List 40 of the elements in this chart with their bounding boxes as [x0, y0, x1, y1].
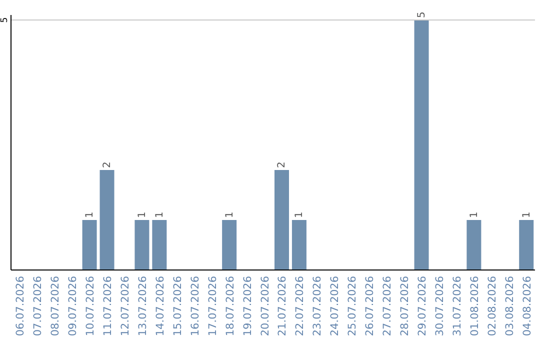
data-label: 1 — [84, 212, 96, 218]
x-tick-label: 03.08.2026 — [504, 276, 516, 336]
x-tick-label: 22.07.2026 — [294, 276, 306, 336]
data-label: 2 — [276, 162, 288, 168]
x-tick-label: 06.07.2026 — [14, 276, 27, 336]
data-label: 1 — [154, 212, 166, 218]
data-label: 1 — [521, 212, 532, 218]
x-tick-label: 26.07.2026 — [364, 276, 376, 336]
data-label: 2 — [102, 162, 114, 168]
x-tick-label: 28.07.2026 — [399, 276, 412, 336]
x-tick-label: 04.08.2026 — [521, 276, 534, 336]
x-tick-label: 08.07.2026 — [50, 276, 62, 336]
x-tick-label: 23.07.2026 — [312, 276, 324, 336]
x-tick-label: 20.07.2026 — [259, 276, 272, 336]
x-tick-label: 16.07.2026 — [189, 276, 202, 336]
x-tick-label: 01.08.2026 — [468, 276, 481, 336]
x-tick-label: 09.07.2026 — [67, 276, 80, 336]
x-tick-label: 15.07.2026 — [172, 276, 184, 336]
x-tick-label: 07.07.2026 — [32, 276, 44, 336]
x-tick-label: 31.07.2026 — [451, 276, 464, 336]
x-tick-label: 11.07.2026 — [102, 276, 114, 336]
x-tick-label: 24.07.2026 — [329, 276, 342, 336]
x-tick-label: 18.07.2026 — [224, 276, 236, 336]
x-tick-label: 10.07.2026 — [84, 276, 97, 336]
data-label: 1 — [136, 212, 148, 218]
x-tick-label: 27.07.2026 — [382, 276, 394, 336]
data-label: 1 — [294, 212, 306, 218]
x-tick-label: 17.07.2026 — [206, 276, 219, 336]
data-label: 1 — [468, 212, 480, 218]
x-tick-label: 02.08.2026 — [486, 276, 498, 336]
x-tick-label: 19.07.2026 — [242, 276, 254, 336]
x-tick-label: 12.07.2026 — [119, 276, 132, 336]
x-tick-label: 21.07.2026 — [276, 276, 289, 336]
data-label: 5 — [416, 12, 428, 18]
x-tick-label: 25.07.2026 — [346, 276, 359, 336]
data-label: 1 — [224, 212, 236, 218]
x-tick-label: 30.07.2026 — [434, 276, 446, 336]
x-tick-label: 29.07.2026 — [416, 276, 429, 336]
x-tick-label: 14.07.2026 — [154, 276, 166, 336]
x-tick-label: 13.07.2026 — [136, 276, 149, 336]
